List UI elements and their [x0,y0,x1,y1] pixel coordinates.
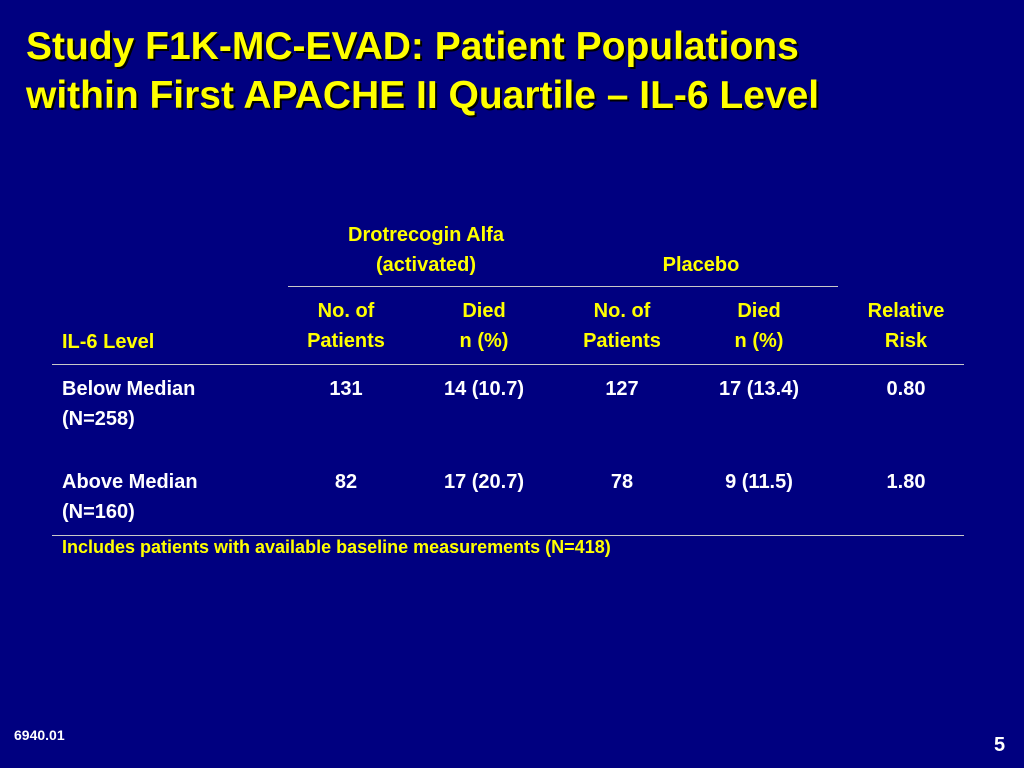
column-header-plac-patients: No. of Patients [564,296,680,356]
column-header-drot-patients: No. of Patients [288,296,404,356]
row-label-line-1: Below Median [62,378,196,400]
row-label-line-2: (N=160) [62,501,135,523]
cell-plac-died: 9 (11.5) [725,471,793,493]
column-header-plac-patients-line-1: No. of [593,300,651,322]
slide-title-line-2: within First APACHE II Quartile – IL-6 L… [26,74,820,117]
page-number: 5 [994,734,1006,756]
cell-relative-risk: 1.80 [886,471,926,493]
cell-drot-died: 14 (10.7) [443,378,525,400]
column-header-plac-patients-line-2: Patients [583,330,661,352]
group-header-placebo: Placebo [662,254,740,276]
footnote: Includes patients with available baselin… [62,537,611,557]
cell-relative-risk: 0.80 [886,378,926,400]
column-header-drot-died-line-2: n (%) [459,330,509,352]
group-header-drotrecogin-line-2: (activated) [375,254,477,276]
cell-drot-patients: 131 [329,378,363,400]
table-row-label: Above Median (N=160) [62,467,198,527]
cell-plac-patients: 78 [610,471,634,493]
column-header-drot-patients-line-1: No. of [317,300,375,322]
cell-plac-died: 17 (13.4) [718,378,800,400]
header-rule [52,364,964,365]
row-label-line-2: (N=258) [62,408,135,430]
table-row-label: Below Median (N=258) [62,374,195,434]
column-header-plac-died: Died n (%) [690,296,828,356]
table-bottom-rule [52,535,964,536]
cell-drot-patients: 82 [334,471,358,493]
column-header-il6-level: IL-6 Level [62,331,155,353]
slide-title: Study F1K-MC-EVAD: Patient Populations w… [26,22,1006,120]
column-header-plac-died-line-1: Died [737,300,781,322]
column-header-relative-risk-line-1: Relative [867,300,945,322]
column-header-relative-risk: Relative Risk [848,296,964,356]
column-header-relative-risk-line-2: Risk [884,330,928,352]
row-label-line-1: Above Median [62,471,198,493]
column-header-drot-died-line-1: Died [462,300,506,322]
column-header-drot-died: Died n (%) [414,296,554,356]
column-header-plac-died-line-2: n (%) [734,330,784,352]
group-header-drotrecogin-line-1: Drotrecogin Alfa [348,224,504,246]
column-header-drot-patients-line-2: Patients [307,330,385,352]
group-header-drotrecogin: Drotrecogin Alfa (activated) [288,220,564,280]
slide-code: 6940.01 [14,727,65,743]
group-header-rule [288,286,838,287]
slide-title-line-1: Study F1K-MC-EVAD: Patient Populations [26,25,799,68]
cell-plac-patients: 127 [605,378,639,400]
cell-drot-died: 17 (20.7) [443,471,525,493]
